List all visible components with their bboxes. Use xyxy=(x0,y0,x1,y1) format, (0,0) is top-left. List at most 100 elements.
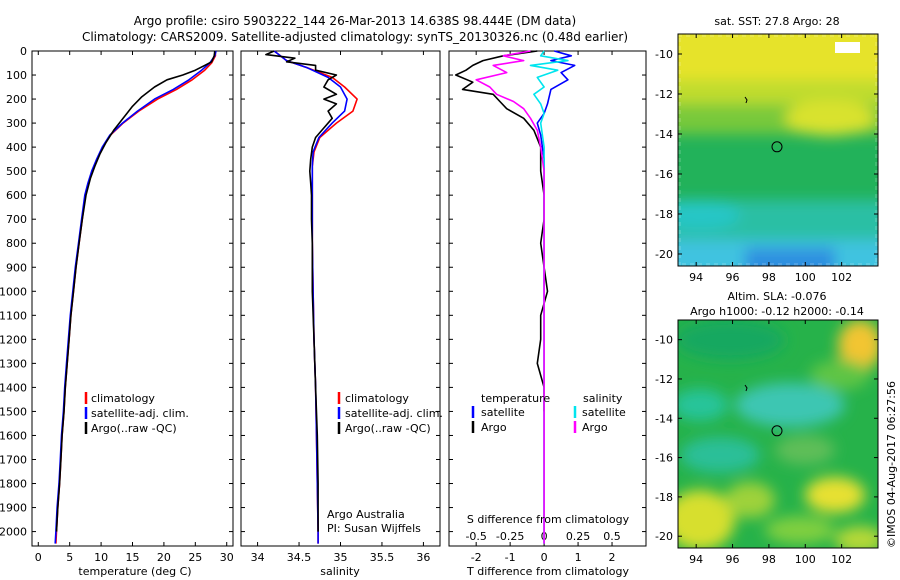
sst-map-panel: sat. SST: 27.8 Argo: 28 94 96 98 100 102 -10 -… xyxy=(655,15,879,284)
sla-map-subtitle: Argo h1000: -0.12 h2000: -0.14 xyxy=(690,305,864,318)
map-x-tick-label: 96 xyxy=(726,553,740,566)
s-tick-label: 0.25 xyxy=(566,530,591,543)
map-y-tick-label: -14 xyxy=(655,128,673,141)
sal-legend-climatology: climatology xyxy=(345,392,409,405)
x-tick-label: 34.5 xyxy=(287,551,312,564)
sla-map-frame xyxy=(677,319,879,549)
temperature-legend: climatology satellite-adj. clim. Argo(..… xyxy=(84,392,189,435)
legend-argo: Argo(..raw -QC) xyxy=(91,422,177,435)
legend-t-argo: Argo xyxy=(481,421,507,434)
map-x-tick-label: 98 xyxy=(762,553,776,566)
depth-tick-label: 1800 xyxy=(0,478,27,491)
temperature-series xyxy=(54,50,217,544)
temperature-xlabel: temperature (deg C) xyxy=(78,565,191,578)
map-y-tick-label: -16 xyxy=(655,452,673,465)
difference-panel: -2 -1 0 1 2-0.5 -0.25 0 0.25 0.5 S difference fr… xyxy=(448,50,647,578)
map-x-tick-label: 96 xyxy=(726,271,740,284)
t-difference-xlabel: T difference from climatology xyxy=(466,565,629,578)
sla-argo-position-marker xyxy=(771,425,783,437)
legend-s-argo: Argo xyxy=(582,421,608,434)
x-tick-label: 35.5 xyxy=(370,551,395,564)
salinity-xlabel: salinity xyxy=(320,565,360,578)
x-tick-label: 0 xyxy=(541,551,548,564)
x-tick-label: 25 xyxy=(188,551,202,564)
map-y-tick-label: -18 xyxy=(655,491,673,504)
legend-temperature-heading: temperature xyxy=(481,392,550,405)
map-y-tick-label: -10 xyxy=(655,48,673,61)
x-tick-label: 5 xyxy=(66,551,73,564)
x-tick-label: 20 xyxy=(157,551,171,564)
legend-climatology: climatology xyxy=(91,392,155,405)
x-tick-label: -1 xyxy=(505,551,516,564)
sst-map-frame xyxy=(677,33,879,267)
depth-tick-label: 1900 xyxy=(0,502,27,515)
sla-small-island xyxy=(744,384,748,392)
sst-small-island xyxy=(744,96,748,104)
depth-tick-label: 500 xyxy=(6,165,27,178)
difference-series xyxy=(454,50,576,544)
s-tick-label: -0.5 xyxy=(465,530,486,543)
map-x-tick-label: 94 xyxy=(689,553,703,566)
header-line2: Climatology: CARS2009. Satellite-adjuste… xyxy=(82,30,628,44)
s-tick-label: -0.25 xyxy=(496,530,524,543)
depth-tick-label: 1300 xyxy=(0,357,27,370)
depth-tick-label: 1100 xyxy=(0,309,27,322)
depth-tick-label: 300 xyxy=(6,117,27,130)
series-line xyxy=(265,50,338,532)
difference-axes-frame xyxy=(448,50,647,547)
map-x-tick-label: 102 xyxy=(831,553,852,566)
map-y-tick-label: -20 xyxy=(655,530,673,543)
sal-legend-satellite: satellite-adj. clim. xyxy=(345,407,443,420)
sla-map-title: Altim. SLA: -0.076 xyxy=(727,290,826,303)
depth-tick-label: 2000 xyxy=(0,526,27,539)
map-x-tick-label: 100 xyxy=(795,271,816,284)
x-tick-label: 0 xyxy=(35,551,42,564)
map-x-tick-label: 100 xyxy=(795,553,816,566)
temperature-x-axis: 0 5 10 15 20 25 30 xyxy=(35,51,234,564)
depth-tick-label: 200 xyxy=(6,93,27,106)
series-line xyxy=(55,50,216,532)
depth-tick-label: 1400 xyxy=(0,381,27,394)
map-y-tick-label: -20 xyxy=(655,248,673,261)
map-y-tick-label: -18 xyxy=(655,208,673,221)
sst-argo-position-marker xyxy=(771,141,783,153)
depth-tick-label: 1200 xyxy=(0,333,27,346)
s-difference-xlabel: S difference from climatology xyxy=(467,513,630,526)
x-tick-label: 30 xyxy=(220,551,234,564)
sst-map-axes: 94 96 98 100 102 -10 -12 -14 -16 -18 -20 xyxy=(655,34,878,284)
depth-tick-label: 400 xyxy=(6,141,27,154)
credit-line1: Argo Australia xyxy=(327,508,405,521)
depth-tick-label: 900 xyxy=(6,261,27,274)
map-y-tick-label: -10 xyxy=(655,334,673,347)
map-y-tick-label: -12 xyxy=(655,373,673,386)
legend-t-satellite: satellite xyxy=(481,406,525,419)
map-y-tick-label: -14 xyxy=(655,412,673,425)
imos-timestamp: ©IMOS 04-Aug-2017 06:27:56 xyxy=(885,381,898,548)
sst-map-title: sat. SST: 27.8 Argo: 28 xyxy=(714,15,839,28)
legend-satellite: satellite-adj. clim. xyxy=(91,407,189,420)
sla-map-panel: Altim. SLA: -0.076 Argo h1000: -0.12 h20… xyxy=(655,290,879,566)
x-tick-label: 36 xyxy=(416,551,430,564)
series-line xyxy=(454,50,549,412)
depth-tick-label: 1500 xyxy=(0,405,27,418)
depth-tick-label: 100 xyxy=(6,69,27,82)
map-x-tick-label: 94 xyxy=(689,271,703,284)
depth-tick-label: 600 xyxy=(6,189,27,202)
difference-legend: temperature satellite Argo salinity sate… xyxy=(471,392,626,434)
depth-tick-label: 0 xyxy=(20,45,27,58)
temperature-axes-frame xyxy=(31,50,234,547)
map-y-tick-label: -12 xyxy=(655,88,673,101)
map-x-tick-label: 102 xyxy=(831,271,852,284)
sal-legend-argo: Argo(..raw -QC) xyxy=(345,422,431,435)
x-tick-label: 15 xyxy=(126,551,140,564)
depth-tick-label: 700 xyxy=(6,213,27,226)
x-tick-label: 2 xyxy=(609,551,616,564)
difference-x-axis: -2 -1 0 1 2-0.5 -0.25 0 0.25 0.5 xyxy=(465,51,621,564)
depth-tick-label: 800 xyxy=(6,237,27,250)
x-tick-label: 1 xyxy=(575,551,582,564)
map-x-tick-label: 98 xyxy=(762,271,776,284)
depth-tick-label: 1000 xyxy=(0,285,27,298)
x-tick-label: 35 xyxy=(334,551,348,564)
depth-axis: 0 100 200 300 400 500 600 700 800 900 1000 1100 1200… xyxy=(0,45,233,539)
